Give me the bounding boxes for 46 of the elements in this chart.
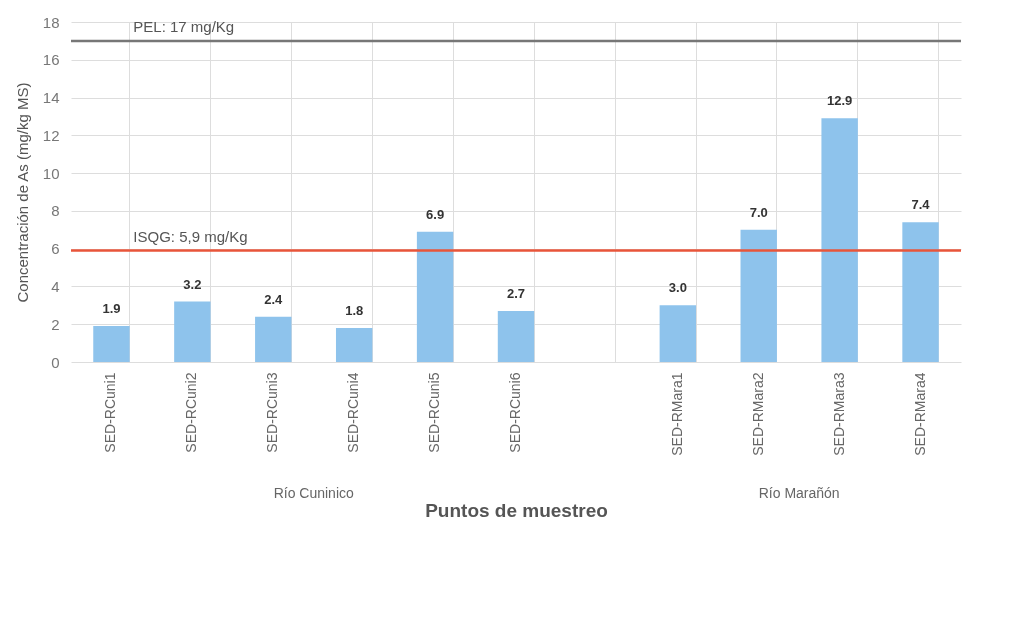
ref-line-label: PEL: 17 mg/Kg xyxy=(133,17,235,35)
x-tick-label: SED-RCuni3 xyxy=(264,372,281,453)
bar xyxy=(255,316,292,362)
text: Río Marañón xyxy=(758,485,840,501)
data-label: 3.0 xyxy=(668,280,687,296)
data-label: 2.7 xyxy=(506,286,526,301)
y-tick-label: 6 xyxy=(51,240,60,258)
data-label: 12.9 xyxy=(826,93,853,109)
y-axis-title: Concentración de As (mg/kg MS) xyxy=(13,82,31,303)
data-label: 1.9 xyxy=(102,301,121,317)
y-tick-label: 12 xyxy=(42,126,60,144)
text: Río Cuninico xyxy=(273,485,355,501)
x-tick-label: SED-RMara3 xyxy=(830,372,847,456)
data-label: 1.8 xyxy=(345,303,364,318)
data-label: 2.4 xyxy=(264,291,284,307)
bar xyxy=(416,231,454,362)
x-tick-label: SED-RCuni2 xyxy=(183,372,200,453)
bar xyxy=(821,118,858,362)
bar xyxy=(497,311,535,362)
x-tick-label: SED-RMara2 xyxy=(749,372,766,456)
x-tick-label: SED-RCuni6 xyxy=(507,372,523,453)
x-tick-label: SED-RMara1 xyxy=(668,372,685,456)
bar xyxy=(174,301,211,362)
data-label: 7.0 xyxy=(749,204,768,220)
y-tick-label: 14 xyxy=(42,89,60,107)
x-tick-label: SED-RCuni4 xyxy=(345,372,362,453)
data-label: 3.2 xyxy=(183,276,202,292)
bar xyxy=(93,326,130,362)
y-tick-label: 4 xyxy=(51,277,60,295)
bar xyxy=(335,328,373,362)
x-tick-label: SED-RCuni1 xyxy=(102,372,119,453)
y-tick-label: 8 xyxy=(51,202,60,220)
y-tick-label: 10 xyxy=(42,164,60,182)
x-tick-label: SED-RCuni5 xyxy=(426,372,443,453)
x-tick-label: SED-RMara4 xyxy=(911,372,928,456)
ref-line-label: ISQG: 5,9 mg/Kg xyxy=(133,227,248,245)
y-tick-label: 0 xyxy=(51,353,60,371)
x-axis-title: Puntos de muestreo xyxy=(425,499,608,521)
data-label: 6.9 xyxy=(426,206,445,222)
bar xyxy=(740,229,777,362)
y-tick-label: 18 xyxy=(42,13,60,31)
bar xyxy=(659,305,697,362)
y-tick-label: 16 xyxy=(42,51,60,69)
y-tick-label: 2 xyxy=(51,315,60,333)
bar xyxy=(902,222,939,362)
data-label: 7.4 xyxy=(911,197,931,213)
